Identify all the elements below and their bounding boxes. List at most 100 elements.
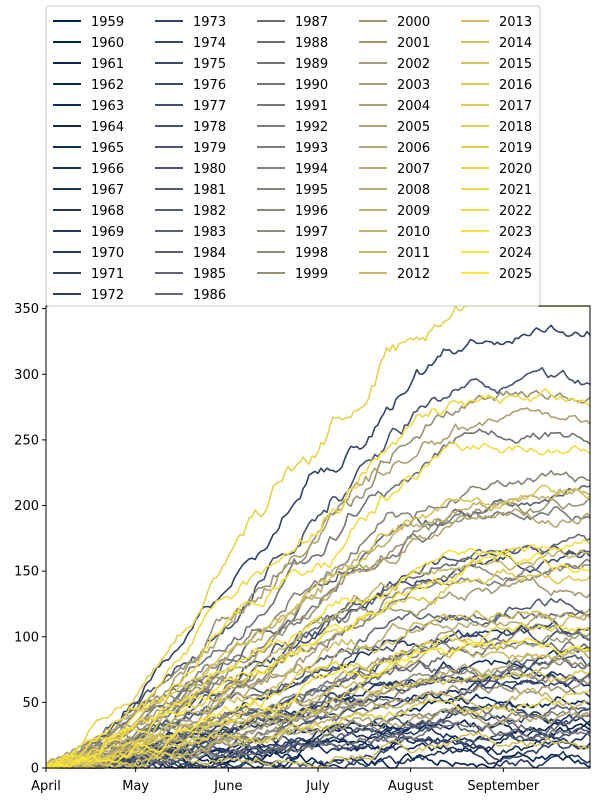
legend-label: 2015: [499, 57, 532, 72]
series-line-2022: [45, 442, 591, 769]
y-axis: 0 50 100 150 200 250 300 350: [14, 302, 46, 777]
series-line-2025: [46, 637, 591, 769]
legend-label: 2010: [397, 225, 430, 240]
legend-label: 1991: [295, 99, 328, 114]
x-tick-label: August: [388, 779, 434, 794]
legend-label: 2014: [499, 36, 532, 51]
legend-label: 2019: [499, 141, 532, 156]
legend-label: 2009: [397, 204, 430, 219]
x-tick-label: September: [467, 779, 540, 794]
legend-label: 1966: [91, 162, 124, 177]
y-tick-label: 250: [14, 433, 39, 448]
legend-label: 2006: [397, 141, 430, 156]
series-line-2004: [45, 407, 591, 768]
series-line-2018: [45, 689, 591, 768]
legend-label: 1998: [295, 246, 328, 261]
legend-label: 2022: [499, 204, 532, 219]
legend-label: 1988: [295, 36, 328, 51]
series-line-1987: [45, 533, 591, 769]
legend-label: 1980: [193, 162, 226, 177]
legend-label: 1992: [295, 120, 328, 135]
legend-label: 2024: [499, 246, 532, 261]
legend-label: 1982: [193, 204, 226, 219]
legend-label: 2012: [397, 267, 430, 282]
legend-label: 1989: [295, 57, 328, 72]
legend-label: 1981: [193, 183, 226, 198]
legend-label: 1997: [295, 225, 328, 240]
series-line-2005: [45, 706, 591, 768]
legend-label: 1967: [91, 183, 124, 198]
series-line-2020: [46, 622, 591, 769]
legend-label: 1973: [193, 15, 226, 30]
legend-label: 2003: [397, 78, 430, 93]
legend-label: 1996: [295, 204, 328, 219]
series-line-1990: [45, 721, 591, 769]
series-line-1978: [46, 366, 591, 769]
legend-label: 1970: [91, 246, 124, 261]
legend-label: 1962: [91, 78, 124, 93]
x-tick-label: June: [213, 779, 242, 794]
legend-label: 2005: [397, 120, 430, 135]
legend-label: 1961: [91, 57, 124, 72]
legend-label: 1990: [295, 78, 328, 93]
legend-label: 1968: [91, 204, 124, 219]
series-line-2021: [46, 387, 591, 769]
legend-label: 1965: [91, 141, 124, 156]
legend-label: 1964: [91, 120, 124, 135]
legend-label: 1974: [193, 36, 226, 51]
legend-label: 2025: [499, 267, 532, 282]
legend-label: 1993: [295, 141, 328, 156]
y-tick-label: 50: [22, 696, 39, 711]
legend-label: 1994: [295, 162, 328, 177]
legend-label: 2013: [499, 15, 532, 30]
legend-label: 1986: [193, 288, 226, 303]
series-line-2015: [45, 484, 591, 766]
legend-label: 1960: [91, 36, 124, 51]
legend-box: [45, 5, 541, 307]
legend-label: 1972: [91, 288, 124, 303]
legend-label: 1985: [193, 267, 226, 282]
legend-label: 1987: [295, 15, 328, 30]
legend-label: 2020: [499, 162, 532, 177]
legend-label: 2023: [499, 225, 532, 240]
legend-label: 2021: [499, 183, 532, 198]
legend-label: 1979: [193, 141, 226, 156]
legend-label: 2008: [397, 183, 430, 198]
legend-label: 2004: [397, 99, 430, 114]
legend-label: 1984: [193, 246, 226, 261]
series-line-2024: [45, 552, 591, 769]
legend-label: 1963: [91, 99, 124, 114]
legend-label: 1999: [295, 267, 328, 282]
x-tick-label: April: [31, 779, 61, 794]
y-tick-label: 200: [14, 499, 39, 514]
legend-label: 2016: [499, 78, 532, 93]
legend-label: 2011: [397, 246, 430, 261]
legend-label: 1978: [193, 120, 226, 135]
legend-label: 1983: [193, 225, 226, 240]
legend-label: 2018: [499, 120, 532, 135]
y-tick-label: 0: [31, 762, 39, 777]
legend-label: 2000: [397, 15, 430, 30]
legend-label: 1969: [91, 225, 124, 240]
legend-label: 1976: [193, 78, 226, 93]
series-line-2009: [45, 488, 591, 769]
series-line-2016: [46, 669, 591, 769]
legend: 1959 1960 1961 1962 1963 1964 1965 1966 1967 1968…: [45, 5, 541, 307]
y-tick-label: 300: [14, 368, 39, 383]
legend-label: 1977: [193, 99, 226, 114]
series-line-2011: [45, 549, 591, 769]
legend-label: 2007: [397, 162, 430, 177]
legend-label: 1959: [91, 15, 124, 30]
legend-label: 2017: [499, 99, 532, 114]
x-tick-label: July: [305, 779, 330, 794]
y-tick-label: 100: [14, 630, 39, 645]
x-tick-label: May: [122, 779, 149, 794]
y-tick-label: 150: [14, 565, 39, 580]
y-tick-label: 350: [14, 302, 39, 317]
series-line-1997: [46, 563, 591, 769]
series-line-2002: [45, 577, 591, 769]
legend-label: 2002: [397, 57, 430, 72]
legend-label: 1995: [295, 183, 328, 198]
legend-label: 1971: [91, 267, 124, 282]
